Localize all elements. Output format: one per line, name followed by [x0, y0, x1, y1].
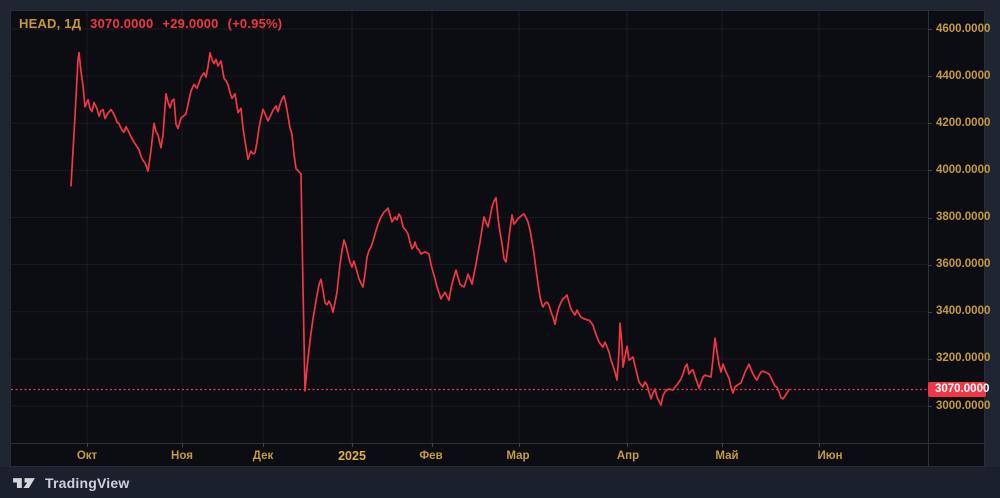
price-axis-label: 3800.0000 — [936, 211, 991, 223]
price-axis-label: 4400.0000 — [936, 69, 991, 82]
price-axis-label: 4200.0000 — [936, 116, 991, 129]
time-axis-tick — [182, 443, 183, 447]
price-axis-tick — [928, 358, 932, 360]
branding-bar: TradingView — [0, 467, 1000, 498]
tradingview-logo-icon[interactable] — [12, 474, 36, 491]
price-axis-tick — [928, 217, 932, 219]
price-change-value: +29.0000 — [162, 16, 219, 31]
price-axis-tick — [928, 76, 932, 78]
tradingview-logo-text[interactable]: TradingView — [45, 474, 130, 491]
time-axis-separator — [11, 443, 986, 444]
price-axis-separator — [928, 11, 929, 468]
price-axis-tick — [928, 29, 932, 30]
time-axis-label: Окт — [76, 450, 98, 462]
price-axis-tick — [928, 406, 932, 407]
last-price-tag: 3070.0000 — [928, 382, 989, 397]
chart-plot-area[interactable] — [11, 11, 928, 443]
time-axis-tick — [352, 443, 353, 447]
time-axis-tick — [263, 443, 264, 447]
last-price-value: 3070.0000 — [90, 16, 154, 31]
time-axis-label: Май — [715, 450, 739, 462]
price-axis-tick — [928, 311, 932, 313]
time-axis-label: Апр — [616, 450, 640, 462]
price-axis-tick — [928, 170, 932, 172]
price-axis-tick — [928, 264, 932, 266]
time-axis-label: Июн — [817, 450, 843, 462]
time-axis-label: Фев — [419, 450, 443, 462]
time-axis-tick — [819, 443, 820, 447]
price-line-series — [70, 51, 790, 406]
price-axis-label: 3400.0000 — [936, 305, 991, 318]
price-axis-label: 4600.0000 — [936, 22, 991, 35]
legend-values: 3070.0000 +29.0000 (+0.95%) — [90, 16, 282, 31]
time-axis-tick — [87, 443, 88, 447]
price-axis-label: 4000.0000 — [936, 163, 991, 176]
time-axis-label: Мар — [506, 450, 530, 462]
time-axis-label: 2025 — [338, 449, 366, 463]
time-axis-tick — [722, 443, 723, 447]
time-axis-tick — [519, 443, 520, 447]
price-change-percent: (+0.95%) — [227, 16, 283, 31]
symbol-legend[interactable]: HEAD, 1Д 3070.0000 +29.0000 (+0.95%) — [19, 16, 282, 31]
price-axis-tick — [928, 123, 932, 125]
time-axis-tick — [627, 443, 628, 447]
symbol-title[interactable]: HEAD, 1Д — [19, 16, 82, 31]
price-axis-label: 3600.0000 — [936, 258, 991, 271]
time-axis-tick — [432, 443, 433, 447]
time-axis-label: Ноя — [171, 450, 193, 462]
price-axis-label: 3000.0000 — [936, 399, 991, 412]
price-axis-label: 3200.0000 — [936, 352, 991, 365]
chart-panel: HEAD, 1Д 3070.0000 +29.0000 (+0.95%) 460… — [10, 10, 991, 468]
time-axis-label: Дек — [252, 450, 274, 462]
price-chart-canvas[interactable] — [11, 11, 928, 443]
